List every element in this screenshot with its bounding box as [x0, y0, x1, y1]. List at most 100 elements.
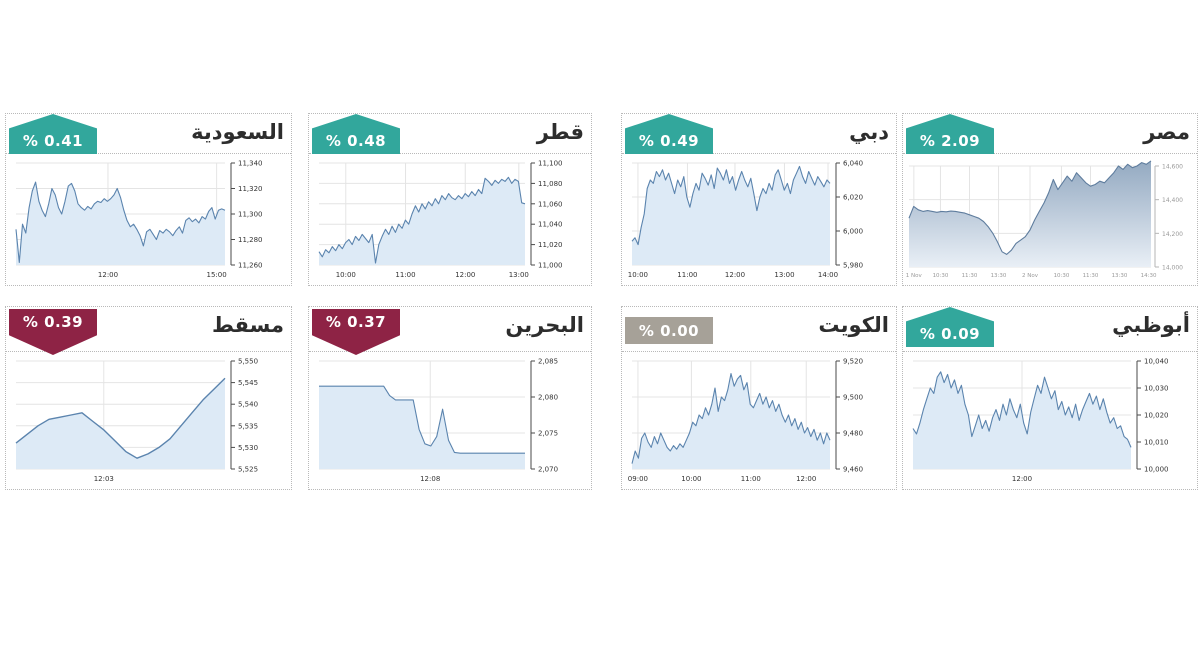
market-panel-kuwait: % 0.00 الكويت 9,520 9,500 9,480 9,460 09:00 1… [621, 306, 897, 490]
svg-text:11,280: 11,280 [238, 236, 263, 244]
svg-text:11:00: 11:00 [677, 271, 697, 279]
chart-frame: 5,550 5,545 5,540 5,535 5,530 5,525 12:03 [6, 351, 291, 489]
price-chart-svg: 11,100 11,080 11,060 11,040 11,020 11,000 10:0… [318, 160, 563, 279]
svg-text:10:00: 10:00 [628, 271, 648, 279]
svg-text:14,400: 14,400 [1162, 197, 1183, 204]
svg-text:6,000: 6,000 [843, 228, 863, 236]
svg-text:10,040: 10,040 [1144, 358, 1169, 366]
change-badge: % 0.41 [9, 114, 97, 154]
svg-text:10:30: 10:30 [933, 273, 949, 279]
svg-text:10:00: 10:00 [681, 475, 701, 483]
price-chart-svg: 10,040 10,030 10,020 10,010 10,000 12:00 [912, 358, 1169, 483]
market-panel-egypt: % 2.09 مصر 14,600 14,400 14,200 14,000 1 Nov… [902, 113, 1198, 286]
svg-text:5,535: 5,535 [238, 422, 258, 430]
svg-text:11,300: 11,300 [238, 211, 263, 219]
svg-text:2 Nov: 2 Nov [1022, 273, 1039, 279]
svg-text:5,550: 5,550 [238, 358, 258, 366]
market-title: دبي [849, 120, 889, 144]
market-title: السعودية [191, 120, 284, 144]
change-badge: % 0.09 [906, 307, 994, 347]
svg-text:10:00: 10:00 [336, 271, 356, 279]
svg-text:11,100: 11,100 [538, 160, 563, 168]
market-panel-bahrain: % 0.37 البحرين 2,085 2,080 2,075 2,070 12:08 [308, 306, 592, 490]
svg-text:12:08: 12:08 [420, 475, 440, 483]
price-chart-svg: 9,520 9,500 9,480 9,460 09:00 10:00 11:00 12:00 [628, 358, 863, 484]
svg-text:9,500: 9,500 [843, 394, 863, 402]
change-badge: % 0.48 [312, 114, 400, 154]
change-badge: % 2.09 [906, 114, 994, 154]
svg-text:11,260: 11,260 [238, 262, 263, 270]
market-panel-qatar: % 0.48 قطر 11,100 11,080 11,060 11,040 11,02… [308, 113, 592, 286]
change-badge: % 0.00 [625, 317, 713, 344]
svg-text:12:03: 12:03 [94, 475, 114, 483]
svg-text:11:30: 11:30 [962, 273, 978, 279]
svg-text:5,540: 5,540 [238, 401, 258, 409]
svg-text:2,080: 2,080 [538, 394, 558, 402]
svg-text:13:30: 13:30 [991, 273, 1007, 279]
svg-text:12:00: 12:00 [455, 271, 475, 279]
market-title: قطر [536, 120, 584, 144]
svg-text:10,000: 10,000 [1144, 466, 1169, 474]
chart-frame: 11,340 11,320 11,300 11,280 11,260 12:00 15:00 [6, 153, 291, 285]
change-badge: % 0.49 [625, 114, 713, 154]
svg-text:12:00: 12:00 [796, 475, 816, 483]
change-badge: % 0.39 [9, 309, 97, 355]
svg-text:2,075: 2,075 [538, 430, 558, 438]
svg-text:2,085: 2,085 [538, 358, 558, 366]
price-chart-svg: 11,340 11,320 11,300 11,280 11,260 12:00 15:00 [15, 160, 263, 279]
svg-text:10,030: 10,030 [1144, 385, 1169, 393]
svg-text:10,020: 10,020 [1144, 412, 1169, 420]
svg-text:11,000: 11,000 [538, 262, 563, 270]
svg-text:9,480: 9,480 [843, 430, 863, 438]
svg-text:13:00: 13:00 [509, 271, 529, 279]
svg-text:09:00: 09:00 [628, 475, 648, 483]
svg-text:11:00: 11:00 [395, 271, 415, 279]
chart-frame: 6,040 6,020 6,000 5,980 10:00 11:00 12:00 13:00… [622, 153, 896, 285]
market-panel-abudhabi: % 0.09 أبوظبي 10,040 10,030 10,020 10,010 10… [902, 306, 1198, 490]
svg-text:13:00: 13:00 [774, 271, 794, 279]
svg-text:14,600: 14,600 [1162, 164, 1183, 171]
svg-text:10,010: 10,010 [1144, 439, 1169, 447]
chart-frame: 14,600 14,400 14,200 14,000 1 Nov 10:30 11:30 1… [903, 153, 1197, 285]
svg-text:11,020: 11,020 [538, 241, 563, 249]
svg-text:6,040: 6,040 [843, 160, 863, 168]
svg-text:5,525: 5,525 [238, 466, 258, 474]
svg-text:11,060: 11,060 [538, 200, 563, 208]
chart-frame: 10,040 10,030 10,020 10,010 10,000 12:00 [903, 351, 1197, 489]
svg-text:9,460: 9,460 [843, 466, 863, 474]
price-chart-svg: 14,600 14,400 14,200 14,000 1 Nov 10:30 11:30 1… [906, 160, 1183, 279]
market-title: الكويت [818, 313, 889, 337]
svg-text:1 Nov: 1 Nov [906, 273, 923, 279]
market-title: مصر [1143, 120, 1190, 144]
market-title: أبوظبي [1112, 313, 1190, 337]
svg-text:14:30: 14:30 [1141, 273, 1157, 279]
price-chart-svg: 2,085 2,080 2,075 2,070 12:08 [319, 358, 558, 483]
svg-text:13:30: 13:30 [1112, 273, 1128, 279]
svg-text:14,200: 14,200 [1162, 231, 1183, 238]
chart-frame: 11,100 11,080 11,060 11,040 11,020 11,000 10:0… [309, 153, 591, 285]
svg-text:11,040: 11,040 [538, 221, 563, 229]
svg-text:5,545: 5,545 [238, 379, 258, 387]
svg-text:9,520: 9,520 [843, 358, 863, 366]
svg-text:12:00: 12:00 [98, 271, 118, 279]
svg-text:11:00: 11:00 [741, 475, 761, 483]
price-chart-svg: 5,550 5,545 5,540 5,535 5,530 5,525 12:03 [15, 358, 258, 483]
svg-text:11,340: 11,340 [238, 160, 263, 168]
market-panel-saudi: % 0.41 السعودية 11,340 11,320 11,300 11,280… [5, 113, 292, 286]
market-title: البحرين [505, 313, 584, 337]
svg-text:15:00: 15:00 [207, 271, 227, 279]
change-badge: % 0.37 [312, 309, 400, 355]
chart-frame: 2,085 2,080 2,075 2,070 12:08 [309, 351, 591, 489]
svg-text:12:00: 12:00 [1012, 475, 1032, 483]
market-title: مسقط [212, 313, 284, 337]
svg-text:11,320: 11,320 [238, 185, 263, 193]
svg-text:12:00: 12:00 [725, 271, 745, 279]
price-chart-svg: 6,040 6,020 6,000 5,980 10:00 11:00 12:00 13:00… [628, 160, 863, 280]
svg-text:6,020: 6,020 [843, 194, 863, 202]
svg-text:11,080: 11,080 [538, 180, 563, 188]
market-panel-dubai: % 0.49 دبي 6,040 6,020 6,000 5,980 10:00 11:0… [621, 113, 897, 286]
svg-text:5,530: 5,530 [238, 444, 258, 452]
svg-text:14,000: 14,000 [1162, 265, 1183, 272]
svg-text:14:00: 14:00 [818, 271, 838, 279]
svg-text:2,070: 2,070 [538, 466, 558, 474]
